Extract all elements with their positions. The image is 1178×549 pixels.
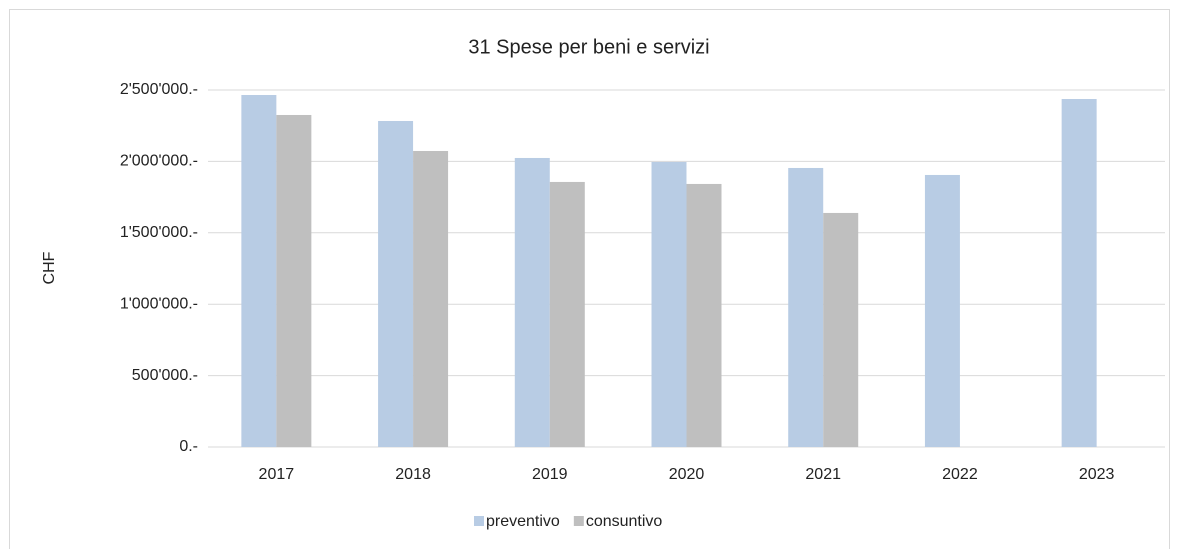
x-tick-label: 2017 xyxy=(259,466,295,483)
bar xyxy=(276,114,312,448)
y-tick-label: 2'000'000.- xyxy=(120,153,198,170)
bar xyxy=(686,183,722,447)
y-tick-label: 1'000'000.- xyxy=(120,295,198,312)
bar xyxy=(823,212,859,447)
y-tick-label: 0.- xyxy=(179,438,198,455)
x-tick-label: 2019 xyxy=(532,466,568,483)
y-tick-label: 2'500'000.- xyxy=(120,81,198,98)
x-tick-label: 2023 xyxy=(1079,466,1115,483)
chart-title: 31 Spese per beni e servizi xyxy=(468,36,709,58)
y-tick-label: 500'000.- xyxy=(132,367,198,384)
legend-swatch xyxy=(474,516,484,526)
bar xyxy=(651,161,687,448)
x-tick-label: 2021 xyxy=(805,466,841,483)
bar xyxy=(924,174,960,447)
bar xyxy=(413,150,449,448)
x-tick-label: 2022 xyxy=(942,466,978,483)
x-tick-label: 2020 xyxy=(669,466,705,483)
bar xyxy=(241,94,277,448)
legend-label: preventivo xyxy=(486,513,560,530)
chart-border xyxy=(9,9,1170,549)
bar xyxy=(549,181,585,447)
bar xyxy=(378,120,414,447)
y-axis-label: CHF xyxy=(41,251,58,284)
bar xyxy=(1061,98,1097,447)
legend-label: consuntivo xyxy=(586,513,663,530)
legend-swatch xyxy=(573,516,584,526)
bar xyxy=(788,167,824,447)
bar xyxy=(514,157,550,448)
x-tick-label: 2018 xyxy=(395,466,431,483)
y-tick-label: 1'500'000.- xyxy=(120,224,198,241)
